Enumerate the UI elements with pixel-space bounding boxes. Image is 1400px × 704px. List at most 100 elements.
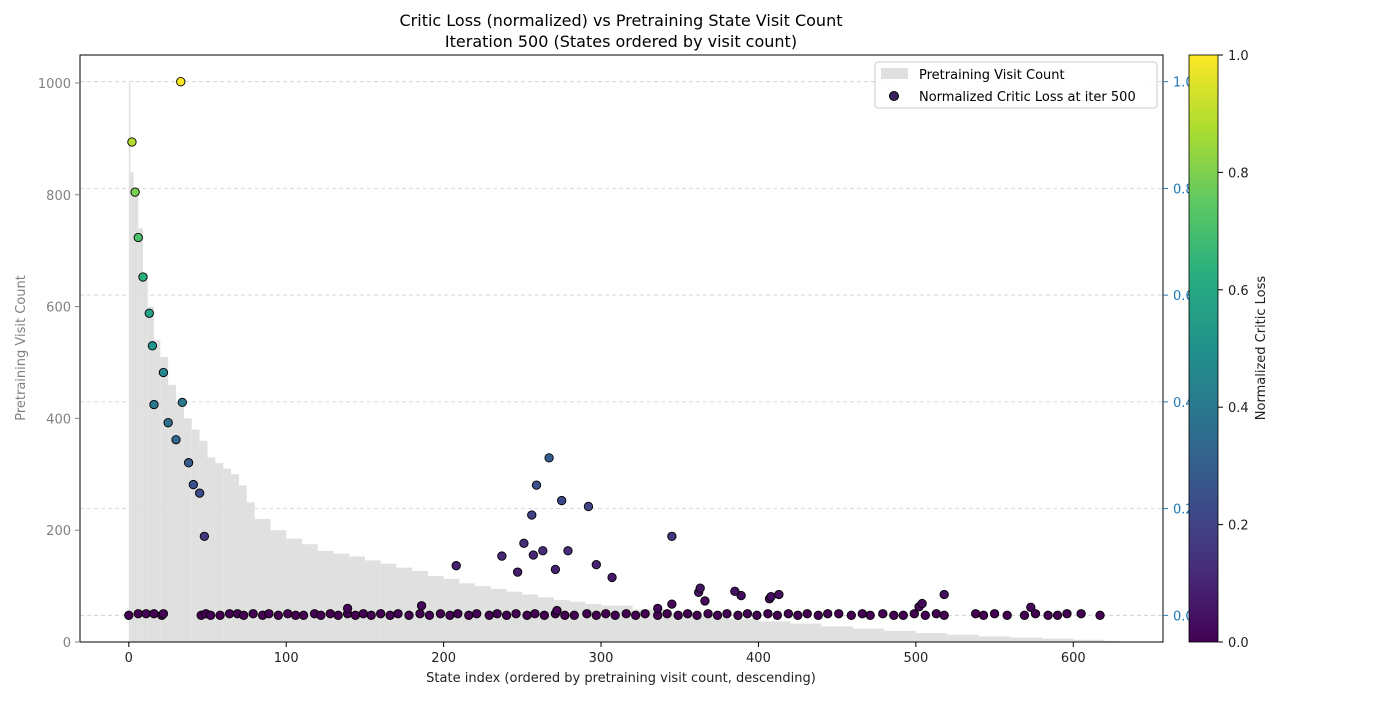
critic-loss-point (291, 610, 301, 620)
critic-loss-point (147, 341, 158, 351)
critic-loss-point (539, 610, 550, 620)
visit-count-bar (884, 630, 916, 642)
critic-loss-point (939, 589, 949, 600)
colorbar (1188, 54, 1219, 643)
critic-loss-point (158, 609, 169, 619)
visit-count-bar (286, 538, 302, 642)
critic-loss-point (920, 610, 930, 620)
left-y-tick-label: 600 (46, 301, 71, 316)
critic-loss-point (453, 609, 463, 619)
critic-loss-point (978, 610, 989, 620)
critic-loss-point (239, 610, 249, 620)
critic-loss-point (464, 610, 474, 620)
critic-loss-point (733, 610, 743, 620)
critic-loss-point (1002, 610, 1012, 620)
critic-loss-point (667, 531, 677, 541)
critic-loss-point (316, 610, 326, 620)
critic-loss-point (171, 435, 181, 445)
x-axis-title: State index (ordered by pretraining visi… (426, 671, 816, 686)
visit-count-bar (160, 356, 169, 642)
critic-loss-point (264, 609, 274, 619)
critic-loss-point (158, 367, 169, 378)
critic-loss-point (1026, 602, 1036, 612)
x-tick-label: 100 (274, 651, 299, 666)
critic-loss-point (857, 609, 867, 619)
critic-loss-point (971, 609, 981, 619)
critic-loss-point (283, 609, 293, 619)
critic-loss-point (194, 488, 205, 498)
critic-loss-point (188, 479, 198, 490)
critic-loss-points (124, 77, 1105, 620)
colorbar-tick-label: 0.0 (1228, 636, 1249, 651)
critic-loss-point (878, 609, 888, 619)
visit-count-bar (246, 502, 255, 642)
critic-loss-point (1062, 609, 1072, 619)
critic-loss-point (653, 603, 663, 614)
visit-count-bar (1041, 638, 1074, 642)
colorbar-tick-label: 0.6 (1228, 284, 1249, 299)
right-y-tick-label: 0.2 (1173, 503, 1194, 518)
critic-loss-point (527, 510, 537, 520)
critic-loss-point (224, 609, 235, 619)
critic-loss-point (342, 603, 353, 614)
visit-count-bar (176, 401, 184, 642)
visit-count-bar (475, 586, 491, 642)
critic-loss-point (846, 610, 856, 620)
critic-loss-point (298, 610, 309, 620)
visit-count-bar (569, 601, 586, 642)
critic-loss-point (248, 609, 258, 619)
critic-loss-point (358, 609, 368, 619)
visit-count-bar (133, 194, 139, 642)
critic-loss-point (783, 609, 794, 619)
critic-loss-point (376, 609, 386, 619)
critic-loss-point (141, 609, 151, 619)
visit-count-bar (726, 618, 759, 642)
critic-loss-point (813, 610, 823, 620)
critic-loss-point (176, 77, 186, 87)
visit-count-bar (199, 440, 208, 642)
critic-loss-point (1030, 609, 1041, 619)
critic-loss-point (127, 137, 137, 147)
colorbar-ticks: 0.0 0.2 0.4 0.6 0.8 1.0 (1218, 49, 1249, 651)
critic-loss-point (865, 610, 875, 620)
visit-count-bar (183, 418, 192, 642)
critic-loss-point (404, 610, 414, 620)
right-y-tick-label: 0.4 (1173, 396, 1194, 411)
visit-count-bar (1104, 640, 1121, 642)
colorbar-tick-label: 1.0 (1228, 49, 1249, 64)
critic-loss-point (1095, 610, 1105, 620)
x-axis-ticks: 0 100 200 300 400 500 600 (125, 642, 1086, 666)
colorbar-tick-label: 0.8 (1228, 166, 1249, 181)
visit-count-bar (138, 228, 143, 643)
critic-loss-point (560, 610, 570, 620)
right-y-tick-label: 0.0 (1173, 609, 1194, 624)
critic-loss-point (569, 610, 579, 620)
critic-loss-point (133, 609, 143, 619)
critic-loss-point (177, 397, 187, 408)
critic-loss-point (512, 567, 523, 577)
critic-loss-point (802, 609, 812, 619)
visit-count-bar (168, 384, 177, 642)
visit-count-bar (978, 636, 1011, 642)
critic-loss-point (550, 564, 561, 575)
critic-loss-point (492, 609, 502, 619)
visit-count-bar (1073, 639, 1105, 642)
critic-loss-point (591, 559, 601, 570)
x-tick-label: 300 (589, 651, 614, 666)
critic-loss-point (199, 531, 210, 541)
right-y-axis-ticks: 0.0 0.2 0.4 0.6 0.8 1.0 (1163, 76, 1194, 624)
colorbar-tick-label: 0.4 (1228, 401, 1249, 416)
critic-loss-point (601, 609, 611, 619)
visit-count-bar (231, 474, 239, 642)
critic-loss-point (591, 610, 601, 620)
critic-loss-point (793, 610, 803, 620)
visit-count-bar (333, 553, 350, 642)
critic-loss-point (497, 551, 507, 561)
legend-label-visit-count: Pretraining Visit Count (919, 68, 1065, 83)
left-y-tick-label: 800 (46, 189, 71, 204)
visit-count-bar (427, 576, 444, 642)
visit-count-bar (142, 273, 148, 642)
critic-loss-point (557, 495, 567, 506)
critic-loss-point (695, 583, 705, 593)
critic-loss-point (834, 609, 844, 619)
